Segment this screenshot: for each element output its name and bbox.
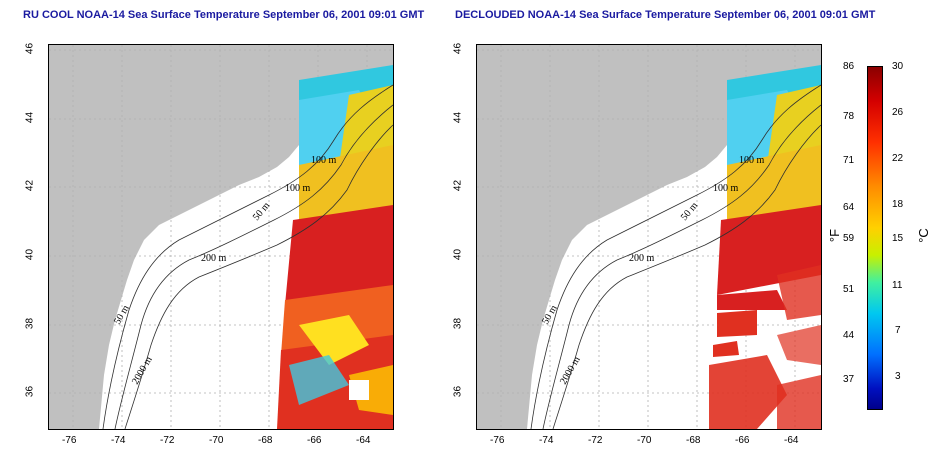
x-tick: -72 [160, 435, 175, 446]
y-tick: 46 [24, 42, 36, 55]
land-mass [49, 45, 393, 429]
x-tick: -72 [588, 435, 603, 446]
y-tick: 36 [24, 385, 36, 398]
cb-c-label: 15 [892, 233, 904, 244]
y-tick: 42 [24, 179, 36, 192]
contour-label: 200 m [201, 253, 227, 264]
y-tick: 44 [24, 111, 36, 124]
x-tick: -68 [258, 435, 273, 446]
x-tick: -70 [637, 435, 652, 446]
cb-c-label: 7 [895, 325, 901, 336]
cb-c-label: 3 [895, 371, 901, 382]
cb-f-label: 51 [843, 284, 855, 295]
contour-label: 100 m [713, 183, 739, 194]
contour-label: 200 m [629, 253, 655, 264]
y-tick: 36 [452, 385, 464, 398]
y-tick: 44 [452, 111, 464, 124]
x-tick: -76 [62, 435, 77, 446]
cb-f-label: 64 [843, 202, 855, 213]
cb-f-label: 44 [843, 330, 855, 341]
colorbar [867, 66, 883, 410]
x-tick: -76 [490, 435, 505, 446]
right-map-panel: 100 m 100 m 50 m 200 m 50 m 2000 m [476, 44, 822, 430]
x-tick: -64 [356, 435, 371, 446]
cb-f-label: 59 [843, 233, 855, 244]
x-tick: -74 [111, 435, 126, 446]
y-tick: 42 [452, 179, 464, 192]
sst-swath-declouded [709, 65, 821, 429]
x-tick: -66 [307, 435, 322, 446]
y-tick: 46 [452, 42, 464, 55]
left-map-svg: 100 m 100 m 50 m 200 m 50 m 2000 m [49, 45, 393, 429]
cb-c-label: 22 [892, 153, 904, 164]
x-tick: -64 [784, 435, 799, 446]
y-tick: 38 [24, 317, 36, 330]
x-tick: -66 [735, 435, 750, 446]
cb-c-label: 26 [892, 107, 904, 118]
y-tick: 38 [452, 317, 464, 330]
y-tick: 40 [452, 248, 464, 261]
left-map-panel: 100 m 100 m 50 m 200 m 50 m 2000 m [48, 44, 394, 430]
cb-f-label: 86 [843, 61, 855, 72]
contour-label: 100 m [739, 155, 765, 166]
cb-f-label: 37 [843, 374, 855, 385]
unit-fahrenheit: °F [827, 228, 843, 243]
y-tick: 40 [24, 248, 36, 261]
right-map-svg: 100 m 100 m 50 m 200 m 50 m 2000 m [477, 45, 821, 429]
right-panel-title: DECLOUDED NOAA-14 Sea Surface Temperatur… [455, 9, 876, 21]
cb-f-label: 78 [843, 111, 855, 122]
cb-c-label: 11 [892, 280, 903, 291]
land-mass [477, 45, 821, 429]
unit-celsius: °C [915, 228, 931, 243]
cb-c-label: 30 [892, 61, 904, 72]
x-tick: -74 [539, 435, 554, 446]
x-tick: -70 [209, 435, 224, 446]
cb-f-label: 71 [843, 155, 855, 166]
x-tick: -68 [686, 435, 701, 446]
left-panel-title: RU COOL NOAA-14 Sea Surface Temperature … [23, 9, 425, 21]
contour-label: 100 m [311, 155, 337, 166]
contour-label: 100 m [285, 183, 311, 194]
cb-c-label: 18 [892, 199, 904, 210]
